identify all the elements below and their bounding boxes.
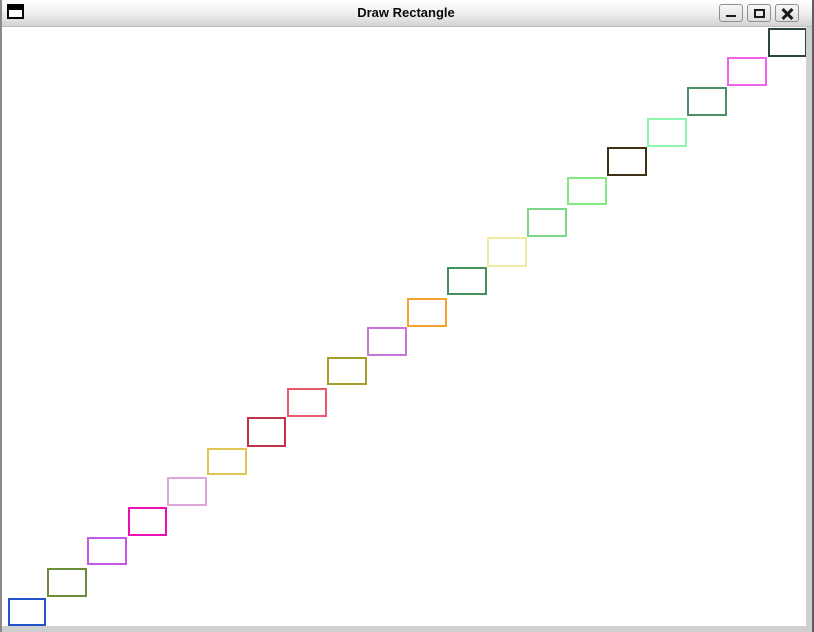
window-border-right-edge — [812, 0, 814, 632]
close-icon — [781, 8, 793, 20]
minimize-button[interactable] — [719, 4, 743, 22]
window-menu-icon — [7, 4, 24, 19]
drawing-canvas[interactable] — [2, 27, 806, 626]
window-title: Draw Rectangle — [357, 5, 455, 20]
minimize-icon — [726, 15, 736, 17]
window-border-right — [806, 27, 812, 632]
maximize-icon — [754, 9, 765, 18]
window-menu-button[interactable] — [7, 4, 24, 19]
window-border-left — [0, 0, 2, 632]
maximize-button[interactable] — [747, 4, 771, 22]
window-border-bottom — [2, 626, 812, 632]
titlebar[interactable]: Draw Rectangle — [0, 0, 812, 27]
close-button[interactable] — [775, 4, 799, 22]
